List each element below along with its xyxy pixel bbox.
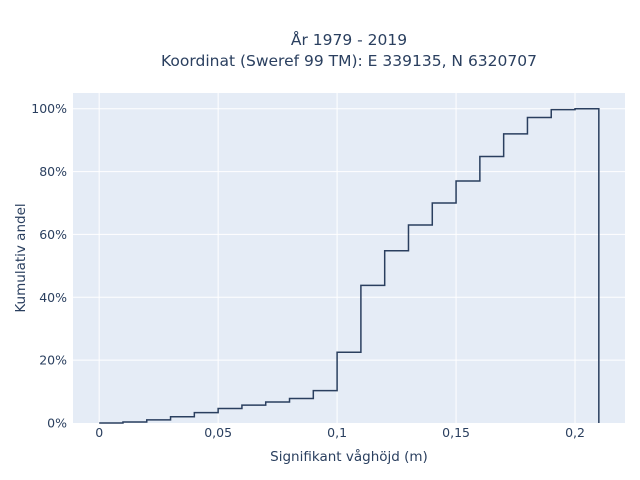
y-axis-ticks: 0% 20% 40% 60% 80% 100% — [31, 101, 67, 430]
y-tick-label: 80% — [39, 164, 67, 179]
y-tick-label: 40% — [39, 290, 67, 305]
x-tick-label: 0,15 — [442, 425, 470, 440]
y-tick-label: 100% — [31, 101, 67, 116]
plot-background — [73, 93, 625, 423]
y-tick-label: 0% — [47, 416, 67, 431]
chart-title-line-2: Koordinat (Sweref 99 TM): E 339135, N 63… — [161, 52, 537, 70]
y-tick-label: 60% — [39, 227, 67, 242]
x-tick-label: 0,05 — [204, 425, 232, 440]
x-tick-label: 0,1 — [327, 425, 347, 440]
x-axis-title: Signifikant våghöjd (m) — [270, 448, 428, 465]
x-axis-ticks: 0 0,05 0,1 0,15 0,2 — [95, 425, 585, 440]
series-layer — [99, 107, 600, 424]
y-tick-label: 20% — [39, 353, 67, 368]
x-tick-label: 0,2 — [565, 425, 585, 440]
series-line — [99, 107, 600, 424]
x-tick-label: 0 — [95, 425, 103, 440]
y-axis-title: Kumulativ andel — [13, 203, 29, 312]
chart-title-line-1: År 1979 - 2019 — [291, 30, 407, 49]
grid — [73, 93, 625, 423]
